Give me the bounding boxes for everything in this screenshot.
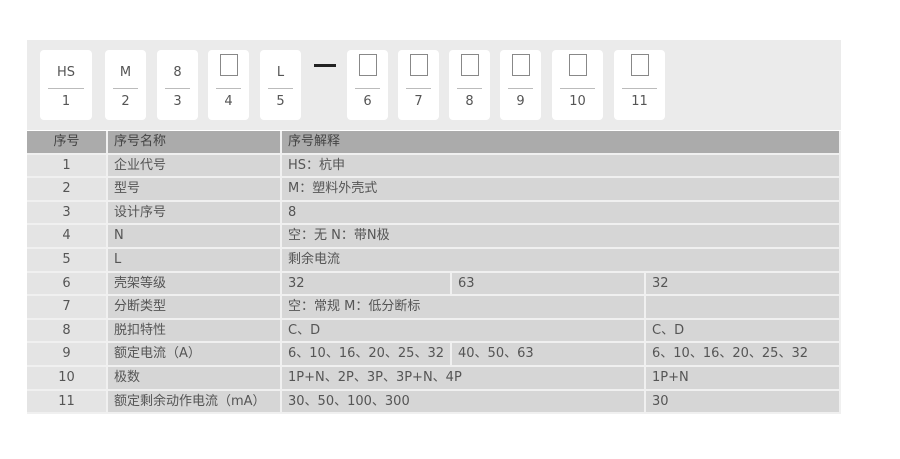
code-value: HS (56, 65, 76, 80)
row-number: 6 (27, 272, 108, 297)
row-value: 32 (282, 272, 452, 297)
divider (48, 88, 84, 89)
header-no: 序号 (27, 131, 108, 155)
row-value: 1P+N、2P、3P、3P+N、4P (282, 366, 646, 391)
row-name: 额定剩余动作电流（mA） (108, 390, 282, 415)
row-name: 设计序号 (108, 201, 282, 226)
empty-box-icon (398, 54, 439, 82)
row-number: 8 (27, 319, 108, 344)
row-value: 空：常规 M：低分断标 (282, 296, 646, 320)
row-name: 壳架等级 (108, 272, 282, 297)
model-code-panel: HS 1 M 2 8 3 4 L 5 6 7 8 9 10 11 (27, 40, 841, 130)
header-name: 序号名称 (108, 131, 282, 155)
row-number: 7 (27, 296, 108, 320)
code-card-10: 10 (552, 50, 603, 120)
row-number: 4 (27, 225, 108, 249)
empty-box-icon (568, 54, 587, 76)
row-value (646, 296, 841, 320)
divider (457, 88, 482, 89)
divider (165, 88, 190, 89)
code-index: 11 (631, 94, 648, 109)
code-index: 3 (173, 94, 182, 109)
row-value: 63 (452, 272, 646, 297)
code-index: 1 (61, 94, 71, 109)
row-value: 32 (646, 272, 841, 297)
empty-box-icon (219, 54, 238, 76)
code-card-8: 8 (449, 50, 490, 120)
code-card-1: HS 1 (40, 50, 92, 120)
row-name: 企业代号 (108, 154, 282, 179)
row-value: 30、50、100、300 (282, 390, 646, 415)
row-value: 剩余电流 (282, 248, 841, 273)
empty-box-icon (347, 54, 388, 82)
row-name: 分断类型 (108, 296, 282, 320)
divider (355, 88, 380, 89)
row-value: M：塑料外壳式 (282, 178, 841, 202)
empty-box-icon (409, 54, 428, 76)
row-value: 30 (646, 390, 841, 415)
code-index: 5 (276, 94, 285, 109)
divider (268, 88, 293, 89)
row-number: 2 (27, 178, 108, 202)
divider (622, 88, 657, 89)
row-name: 额定电流（A） (108, 343, 282, 367)
row-number: 11 (27, 390, 108, 415)
code-index: 4 (224, 94, 233, 109)
code-index: 2 (121, 94, 130, 109)
row-name: N (108, 225, 282, 249)
empty-box-icon (614, 54, 665, 82)
spec-table: 序号 序号名称 序号解释 1 企业代号 HS：杭申 2 型号 M：塑料外壳式 3 设计序号 8 4… (27, 131, 841, 415)
code-index: 10 (569, 94, 586, 109)
code-index: 9 (516, 94, 525, 109)
divider (560, 88, 595, 89)
code-index: 6 (363, 94, 372, 109)
row-value: HS：杭申 (282, 154, 841, 179)
row-value: 6、10、16、20、25、32 (646, 343, 841, 367)
code-card-9: 9 (500, 50, 541, 120)
divider (406, 88, 431, 89)
code-value: M (119, 65, 132, 80)
empty-box-icon (511, 54, 530, 76)
empty-box-icon (500, 54, 541, 82)
code-card-11: 11 (614, 50, 665, 120)
row-number: 9 (27, 343, 108, 367)
empty-box-icon (208, 54, 249, 82)
divider (216, 88, 241, 89)
row-value: C、D (646, 319, 841, 344)
code-card-6: 6 (347, 50, 388, 120)
divider (113, 88, 138, 89)
row-number: 1 (27, 154, 108, 179)
dash-separator (314, 64, 336, 67)
code-index: 7 (414, 94, 423, 109)
empty-box-icon (358, 54, 377, 76)
code-value: 8 (173, 65, 182, 80)
row-name: 脱扣特性 (108, 319, 282, 344)
empty-box-icon (552, 54, 603, 82)
row-value: 空：无 N：带N极 (282, 225, 841, 249)
row-value: C、D (282, 319, 646, 344)
divider (508, 88, 533, 89)
row-name: 型号 (108, 178, 282, 202)
empty-box-icon (630, 54, 649, 76)
empty-box-icon (460, 54, 479, 76)
row-value: 40、50、63 (452, 343, 646, 367)
row-value: 1P+N (646, 366, 841, 391)
row-value: 8 (282, 201, 841, 226)
row-name: L (108, 248, 282, 273)
row-number: 10 (27, 366, 108, 391)
code-value: L (276, 65, 285, 80)
row-number: 3 (27, 201, 108, 226)
code-card-4: 4 (208, 50, 249, 120)
row-name: 极数 (108, 366, 282, 391)
row-number: 5 (27, 248, 108, 273)
code-index: 8 (465, 94, 474, 109)
empty-box-icon (449, 54, 490, 82)
row-value: 6、10、16、20、25、32 (282, 343, 452, 367)
header-explain: 序号解释 (282, 131, 841, 155)
code-card-7: 7 (398, 50, 439, 120)
